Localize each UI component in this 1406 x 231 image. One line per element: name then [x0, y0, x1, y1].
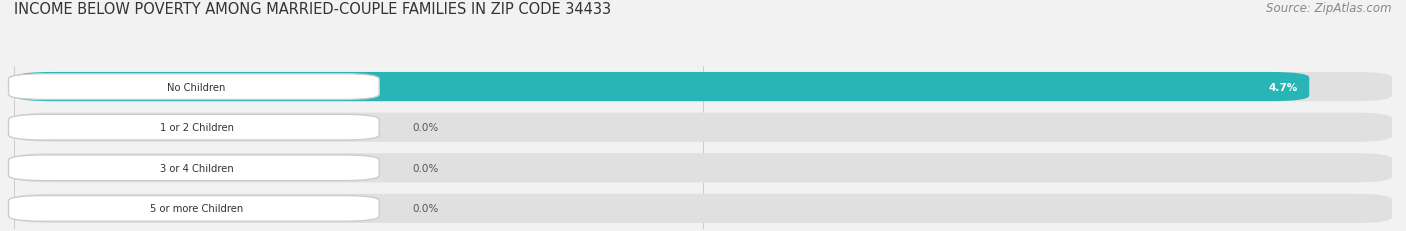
FancyBboxPatch shape: [14, 73, 1392, 102]
FancyBboxPatch shape: [8, 115, 380, 140]
Text: 4.7%: 4.7%: [1270, 82, 1298, 92]
Text: 0.0%: 0.0%: [412, 204, 439, 213]
Text: 3 or 4 Children: 3 or 4 Children: [160, 163, 233, 173]
FancyBboxPatch shape: [14, 73, 1309, 102]
FancyBboxPatch shape: [14, 113, 1392, 142]
FancyBboxPatch shape: [14, 194, 1392, 223]
Text: 0.0%: 0.0%: [412, 163, 439, 173]
Text: 5 or more Children: 5 or more Children: [150, 204, 243, 213]
Text: INCOME BELOW POVERTY AMONG MARRIED-COUPLE FAMILIES IN ZIP CODE 34433: INCOME BELOW POVERTY AMONG MARRIED-COUPL…: [14, 2, 612, 17]
FancyBboxPatch shape: [8, 196, 380, 221]
Text: No Children: No Children: [167, 82, 226, 92]
Text: Source: ZipAtlas.com: Source: ZipAtlas.com: [1267, 2, 1392, 15]
Text: 0.0%: 0.0%: [412, 123, 439, 133]
Text: 1 or 2 Children: 1 or 2 Children: [160, 123, 233, 133]
FancyBboxPatch shape: [14, 153, 1392, 182]
FancyBboxPatch shape: [8, 74, 380, 100]
FancyBboxPatch shape: [8, 155, 380, 181]
